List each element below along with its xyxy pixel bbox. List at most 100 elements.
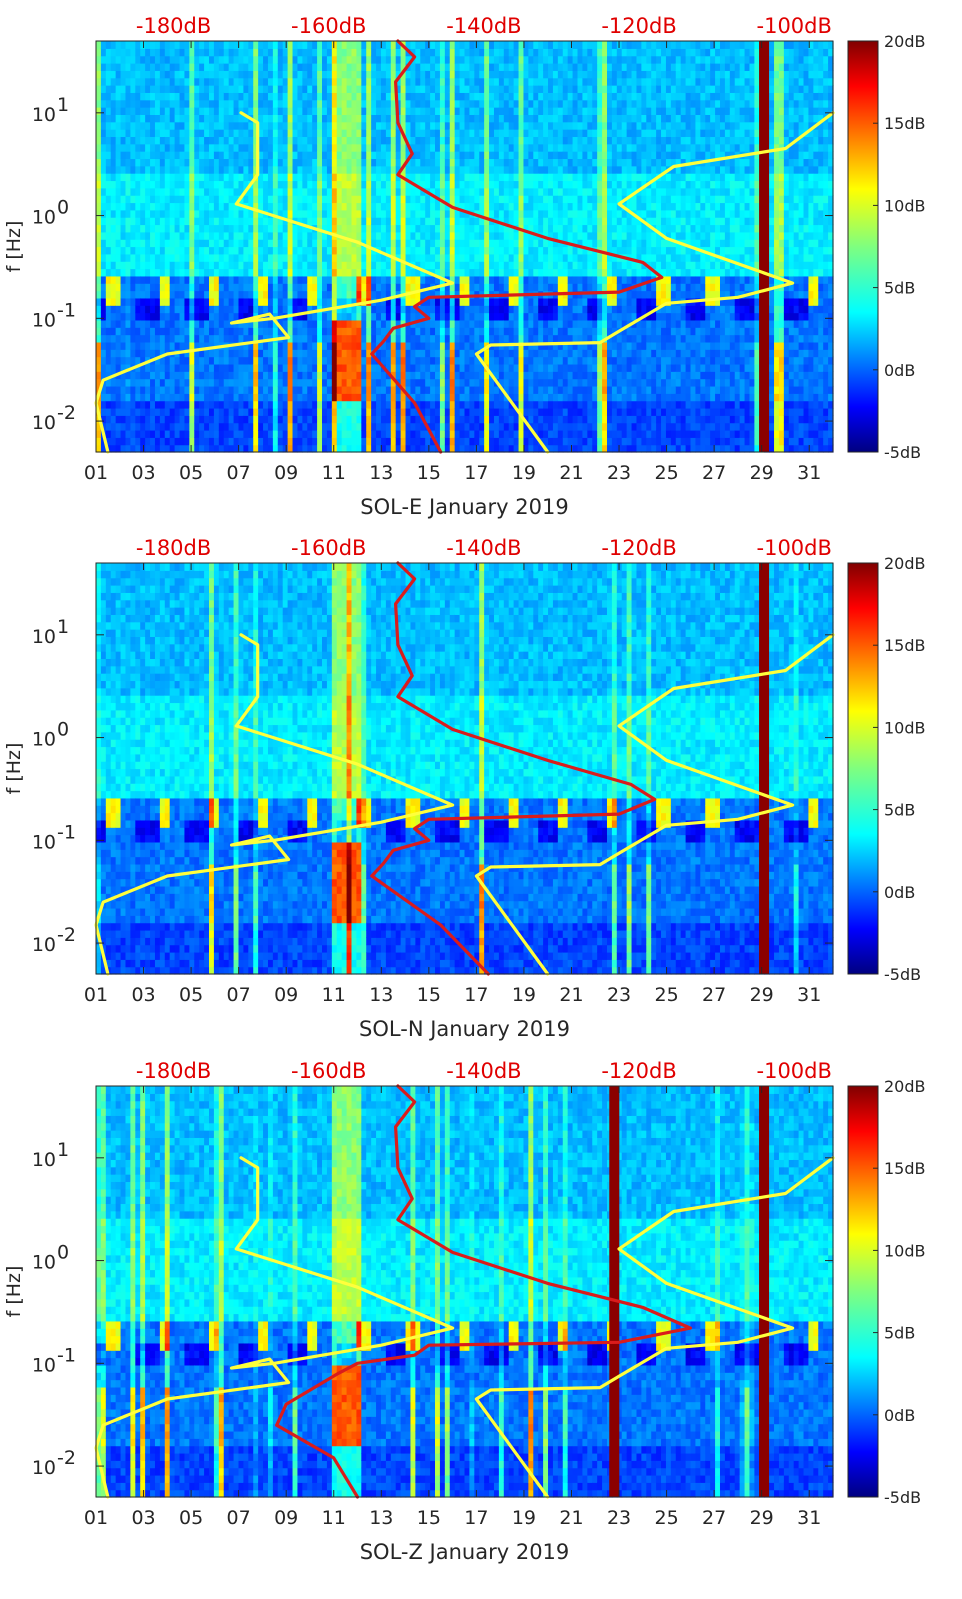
heatmap-cell [445,313,451,321]
heatmap-cell [302,70,308,78]
heatmap-cell [273,151,279,159]
heatmap-cell [366,92,372,100]
heatmap-cell [160,437,166,445]
heatmap-cell [347,379,353,387]
heatmap-cell [135,114,141,122]
heatmap-cell [386,136,392,144]
heatmap-cell [528,217,534,225]
heatmap-cell [499,173,505,181]
heatmap-cell [288,41,294,49]
heatmap-cell [125,283,131,291]
heatmap-cell [440,393,446,401]
heatmap-cell [248,239,254,247]
heatmap-cell [194,335,200,343]
heatmap-cell [165,305,171,313]
heatmap-cell [337,364,343,372]
heatmap-cell [332,408,338,416]
heatmap-cell [519,188,525,196]
heatmap-cell [189,276,195,284]
heatmap-cell [145,283,151,291]
heatmap-cell [460,320,466,328]
heatmap-cell [180,261,186,269]
heatmap-cell [337,393,343,401]
heatmap-cell [180,195,186,203]
heatmap-cell [489,232,495,240]
heatmap-cell [189,239,195,247]
heatmap-cell [479,158,485,166]
heatmap-cell [243,210,249,218]
heatmap-cell [283,202,289,210]
heatmap-cell [180,379,186,387]
heatmap-cell [130,283,136,291]
heatmap-cell [297,364,303,372]
heatmap-cell [396,423,402,431]
heatmap-cell [322,430,328,438]
heatmap-cell [489,276,495,284]
heatmap-cell [268,136,274,144]
heatmap-cell [489,408,495,416]
heatmap-cell [150,78,156,86]
heatmap-cell [224,364,230,372]
heatmap-cell [101,342,107,350]
heatmap-cell [160,335,166,343]
heatmap-cell [465,136,471,144]
heatmap-cell [337,386,343,394]
heatmap-cell [101,261,107,269]
heatmap-cell [401,401,407,409]
heatmap-cell [489,129,495,137]
heatmap-cell [450,217,456,225]
heatmap-cell [116,247,122,255]
heatmap-cell [410,166,416,174]
heatmap-cell [293,357,299,365]
heatmap-cell [130,313,136,321]
heatmap-cell [440,430,446,438]
heatmap-cell [253,247,259,255]
heatmap-cell [445,188,451,196]
heatmap-cell [219,210,225,218]
heatmap-cell [101,320,107,328]
heatmap-cell [386,210,392,218]
heatmap-cell [229,276,235,284]
heatmap-cell [258,261,264,269]
heatmap-cell [469,430,475,438]
heatmap-cell [474,276,480,284]
heatmap-cell [125,276,131,284]
heatmap-cell [347,283,353,291]
heatmap-cell [238,283,244,291]
heatmap-cell [268,122,274,130]
heatmap-cell [175,269,181,277]
heatmap-cell [150,371,156,379]
heatmap-cell [283,92,289,100]
heatmap-cell [219,261,225,269]
heatmap-cell [135,379,141,387]
heatmap-cell [204,437,210,445]
heatmap-cell [523,327,529,335]
heatmap-cell [484,180,490,188]
heatmap-cell [209,423,215,431]
heatmap-cell [361,136,367,144]
heatmap-cell [455,239,461,247]
heatmap-cell [278,224,284,232]
heatmap-cell [337,401,343,409]
heatmap-cell [150,114,156,122]
heatmap-cell [489,313,495,321]
heatmap-cell [371,100,377,108]
heatmap-cell [106,217,112,225]
heatmap-cell [430,232,436,240]
heatmap-cell [283,195,289,203]
heatmap-cell [469,357,475,365]
heatmap-cell [386,217,392,225]
heatmap-cell [288,276,294,284]
heatmap-cell [302,415,308,423]
heatmap-cell [204,232,210,240]
heatmap-cell [366,70,372,78]
heatmap-cell [293,342,299,350]
heatmap-cell [165,232,171,240]
heatmap-cell [347,342,353,350]
heatmap-cell [155,327,161,335]
heatmap-cell [528,107,534,115]
heatmap-cell [425,158,431,166]
heatmap-cell [440,63,446,71]
heatmap-cell [175,283,181,291]
